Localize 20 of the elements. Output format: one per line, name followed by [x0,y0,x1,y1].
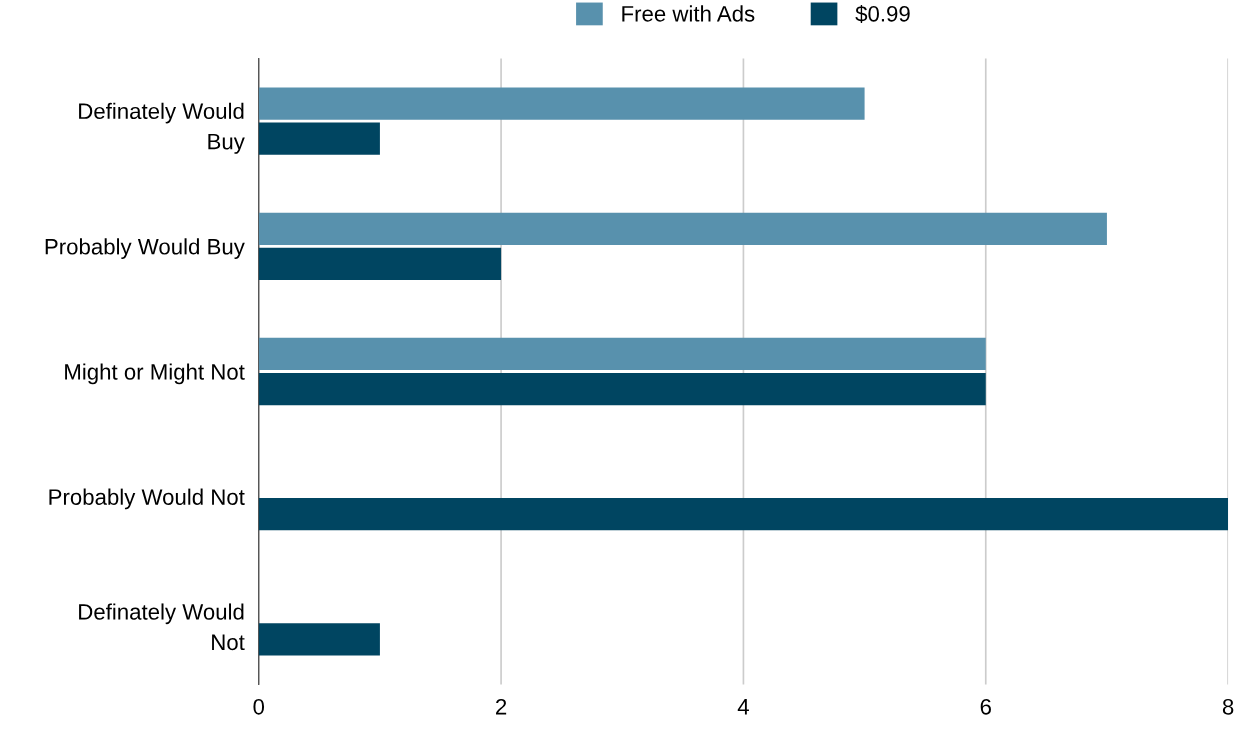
legend-label: Free with Ads [622,5,755,22]
bar [258,623,380,656]
x-tick-label: 8 [1222,698,1234,715]
x-tick-label: 2 [496,698,507,715]
bar [258,372,986,406]
x-tick-label: 0 [253,698,265,715]
y-tick-label: Definately Would Buy [79,102,245,154]
bar [258,498,1229,531]
bar [258,337,986,371]
bar [258,212,1107,245]
x-tick-label: 6 [980,698,991,715]
legend-label: $0.99 [855,4,910,23]
x-tick-label: 4 [737,699,749,715]
y-tick-label: Definately Would Not [79,603,245,651]
bar [258,122,380,155]
bar [258,247,502,280]
y-tick-label: Probably Would Buy [45,238,245,259]
y-tick-label: Probably Would Not [49,488,245,510]
bar [258,87,865,120]
y-tick-label: Might or Might Not [65,363,245,385]
